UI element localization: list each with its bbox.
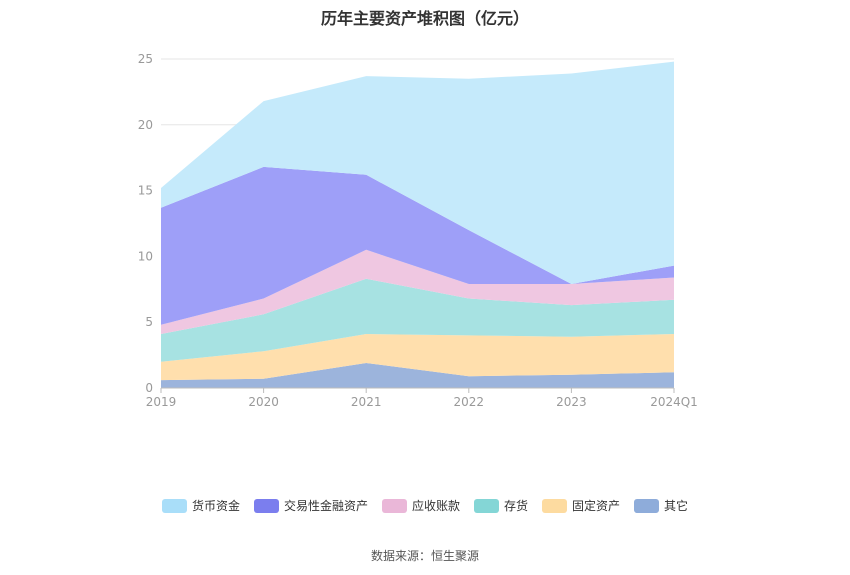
x-tick-label: 2019	[146, 395, 177, 409]
chart-title: 历年主要资产堆积图（亿元）	[320, 9, 529, 28]
y-tick-label: 0	[145, 381, 153, 395]
x-tick-label: 2023	[556, 395, 587, 409]
legend-label: 货币资金	[191, 499, 240, 513]
legend-item[interactable]: 其它	[634, 497, 688, 514]
legend-label: 存货	[504, 499, 529, 513]
legend-swatch	[474, 498, 499, 513]
y-tick-label: 10	[138, 249, 153, 263]
data-source-note: 数据来源：恒生聚源	[370, 549, 479, 563]
area-series	[161, 249, 674, 334]
y-tick-label: 20	[138, 118, 153, 132]
x-tick-label: 2020	[248, 395, 279, 409]
legend-swatch	[542, 498, 568, 513]
legend-swatch	[253, 498, 279, 513]
area-series	[161, 363, 674, 388]
legend: 货币资金 交易性金融资产 应收账款 存货 固定资产 其它	[0, 497, 850, 514]
area-series	[161, 334, 674, 381]
legend-label: 应收账款	[411, 499, 460, 513]
legend-label: 其它	[664, 499, 689, 513]
legend-item[interactable]: 货币资金	[161, 497, 240, 514]
legend-item[interactable]: 交易性金融资产	[253, 497, 368, 514]
x-tick-label: 2024Q1	[650, 395, 698, 409]
legend-label: 交易性金融资产	[283, 499, 368, 513]
area-series	[161, 166, 674, 325]
y-tick-label: 15	[138, 184, 153, 198]
area-layer	[161, 61, 674, 388]
legend-label: 固定资产	[572, 499, 621, 513]
y-tick-label: 5	[145, 315, 153, 329]
legend-item[interactable]: 存货	[474, 497, 528, 514]
legend-item[interactable]: 应收账款	[381, 497, 460, 514]
legend-swatch	[381, 498, 407, 513]
y-tick-label: 25	[138, 52, 153, 66]
x-tick-label: 2021	[351, 395, 382, 409]
area-series	[161, 278, 674, 362]
area-series	[161, 61, 674, 284]
x-tick-label: 2022	[454, 395, 485, 409]
legend-swatch	[634, 498, 660, 513]
legend-item[interactable]: 固定资产	[542, 497, 620, 514]
axis-layer: 0 5 10 15 20 25 2019 2020 2021 2022 2023 2024Q1	[138, 52, 698, 409]
legend-swatch	[161, 498, 187, 513]
